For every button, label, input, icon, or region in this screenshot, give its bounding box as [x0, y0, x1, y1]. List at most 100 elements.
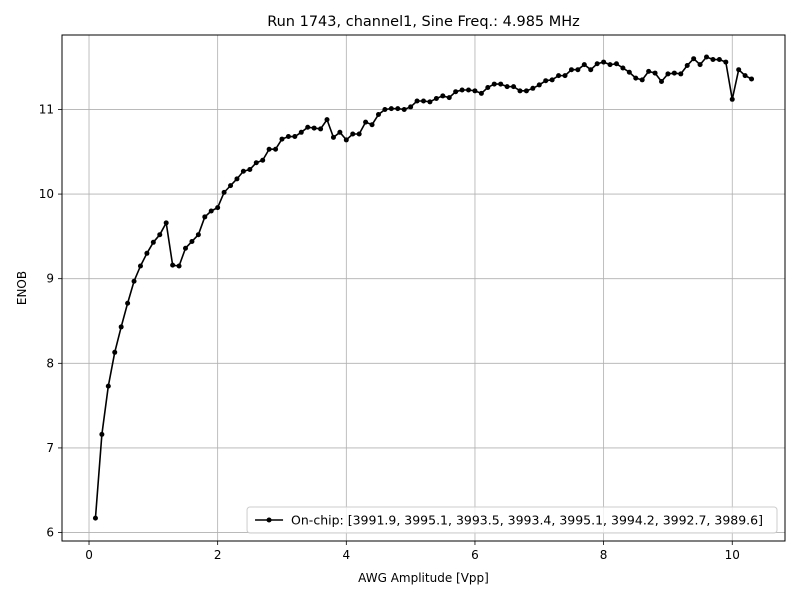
data-point: [729, 96, 735, 102]
data-point: [195, 232, 201, 238]
data-point: [363, 119, 369, 125]
data-point: [543, 78, 549, 84]
data-point: [388, 106, 394, 112]
legend: On-chip: [3991.9, 3995.1, 3993.5, 3993.4…: [246, 506, 778, 534]
y-tick-label: 8: [46, 356, 54, 370]
data-point: [337, 129, 343, 135]
data-point: [150, 239, 156, 245]
data-point: [530, 85, 536, 91]
data-point: [234, 176, 240, 182]
data-point: [446, 95, 452, 101]
series-layer: [92, 54, 755, 521]
data-point: [472, 88, 478, 94]
data-point: [517, 88, 523, 94]
data-point: [247, 167, 253, 173]
data-point: [260, 157, 266, 163]
data-point: [549, 77, 555, 83]
data-point: [491, 81, 497, 87]
data-point: [691, 56, 697, 62]
data-point: [343, 137, 349, 143]
data-point: [137, 263, 143, 269]
data-point: [613, 61, 619, 67]
data-point: [421, 98, 426, 104]
data-point: [208, 208, 214, 214]
data-point: [659, 79, 664, 85]
x-tick-label: 6: [471, 548, 479, 562]
data-point: [253, 160, 259, 166]
data-point: [594, 61, 600, 67]
chart-title: Run 1743, channel1, Sine Freq.: 4.985 MH…: [267, 14, 580, 30]
data-point: [279, 136, 285, 142]
data-point: [202, 214, 208, 220]
data-point: [356, 131, 362, 137]
legend-entry-label: On-chip: [3991.9, 3995.1, 3993.5, 3993.4…: [291, 513, 763, 528]
data-point: [228, 183, 234, 189]
data-point: [240, 168, 246, 174]
data-point: [523, 88, 529, 94]
y-tick-label: 6: [46, 526, 54, 540]
data-point: [562, 73, 568, 79]
data-point: [324, 117, 330, 123]
data-point: [215, 205, 221, 211]
data-point: [92, 515, 98, 521]
data-point: [601, 59, 607, 65]
x-tick-label: 4: [342, 548, 350, 562]
data-point: [305, 124, 311, 130]
data-point: [144, 250, 150, 256]
data-point: [369, 122, 375, 128]
data-point: [665, 71, 671, 77]
data-point: [125, 300, 131, 306]
data-point: [311, 125, 317, 131]
data-point: [401, 106, 407, 112]
data-point: [382, 106, 388, 112]
data-point: [556, 73, 562, 79]
x-tick-label: 8: [600, 548, 608, 562]
data-point: [511, 84, 517, 90]
data-point: [157, 232, 163, 238]
data-point: [478, 90, 484, 96]
data-point: [716, 57, 722, 63]
legend-marker-swatch: [266, 517, 272, 523]
data-point: [105, 383, 111, 389]
data-point: [221, 189, 227, 195]
data-point: [131, 278, 137, 284]
x-axis-label: AWG Amplitude [Vpp]: [358, 571, 489, 585]
data-point: [697, 62, 703, 68]
data-point: [536, 82, 542, 88]
data-point: [581, 62, 587, 68]
data-point: [266, 146, 272, 152]
data-point: [112, 349, 118, 355]
data-point: [626, 69, 632, 75]
data-point: [485, 84, 491, 90]
data-point: [498, 81, 504, 87]
data-point: [183, 245, 188, 251]
plot-area-frame: [61, 34, 786, 542]
data-point: [678, 71, 684, 77]
data-point: [189, 238, 195, 244]
data-point: [504, 84, 510, 90]
data-point: [749, 76, 755, 82]
x-tick-label: 0: [85, 548, 93, 562]
data-point: [433, 95, 439, 101]
data-point: [736, 67, 742, 73]
data-point: [99, 431, 105, 437]
data-point: [723, 59, 729, 65]
data-point: [671, 70, 677, 76]
y-tick-label: 9: [46, 272, 54, 286]
data-point: [292, 134, 298, 140]
data-point: [395, 106, 401, 112]
data-point: [568, 67, 574, 73]
data-point: [704, 54, 710, 60]
data-point: [575, 67, 581, 73]
x-tick-label: 2: [214, 548, 222, 562]
data-point: [684, 62, 690, 68]
x-tick-label: 10: [725, 548, 740, 562]
data-point: [273, 146, 279, 152]
y-tick-label: 11: [39, 102, 54, 116]
data-point: [170, 262, 176, 268]
y-tick-label: 7: [46, 441, 54, 455]
data-point: [646, 68, 652, 74]
data-point: [633, 75, 639, 81]
